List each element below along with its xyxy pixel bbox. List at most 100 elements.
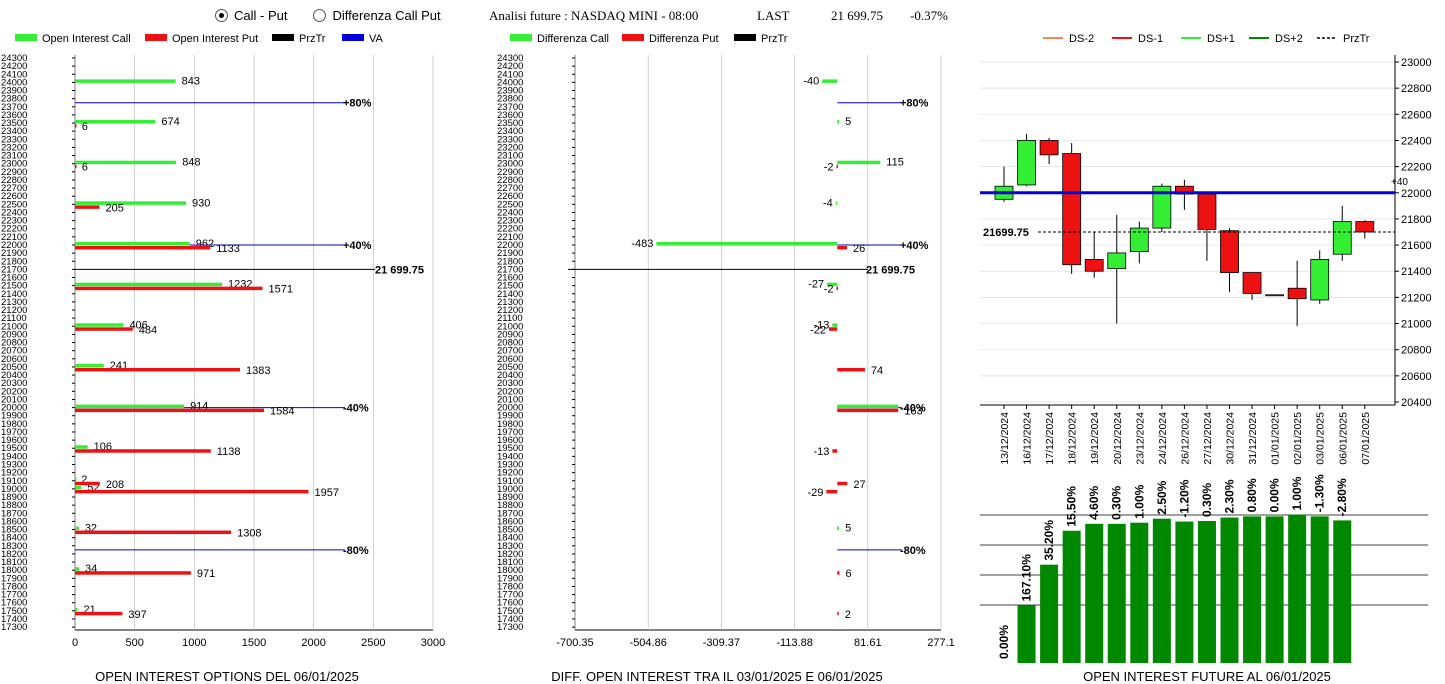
p4-bar (1107, 523, 1126, 663)
p4-bar-label: 4.60% (1087, 485, 1101, 519)
p1-x-tick: 500 (125, 637, 143, 649)
p1-y-tick: 18100 (1, 557, 27, 568)
p1-y-tick: 17700 (1, 590, 27, 601)
legend1-label-2: PrzTr (299, 33, 326, 45)
p4-bar-label: -1.30% (1313, 474, 1327, 512)
p2-y-tick: 23100 (497, 151, 523, 162)
p3-x-tick: 17/12/2024 (1044, 412, 1056, 465)
p4-bar (1017, 605, 1036, 663)
p4-bar-label: 2.30% (1223, 479, 1237, 513)
p1-y-tick: 23200 (1, 142, 27, 153)
p1-y-tick: 17400 (1, 614, 27, 625)
p1-put-bar (75, 571, 191, 575)
p1-put-label: 1138 (217, 446, 241, 458)
p2-call-label: -4 (823, 197, 833, 209)
p1-y-tick: 21600 (1, 273, 27, 284)
p2-put-bar (836, 164, 838, 169)
p2-y-tick: 20800 (497, 338, 523, 349)
p3-candle-body (1332, 221, 1352, 255)
p1-put-label: 397 (128, 609, 146, 621)
p1-y-tick: 22000 (1, 240, 27, 251)
legend1-swatch-1 (145, 34, 167, 41)
p1-y-tick: 18300 (1, 541, 27, 552)
p1-y-tick: 20000 (1, 403, 27, 414)
p4-bar-label: 0.00% (997, 625, 1011, 659)
p2-y-tick: 23900 (497, 86, 523, 97)
p3-last-price-label: 21699.75 (983, 227, 1029, 239)
p2-y-tick: 18800 (497, 500, 523, 511)
p1-y-tick: 18700 (1, 508, 27, 519)
p2-y-tick: 18900 (497, 492, 523, 503)
p1-x-tick: 1500 (242, 637, 266, 649)
radio-diff[interactable] (313, 9, 327, 22)
p2-x-tick: -504.86 (630, 637, 667, 649)
p2-y-tick: 23200 (497, 142, 523, 153)
p1-y-tick: 23000 (1, 159, 27, 170)
p3-x-tick: 13/12/2024 (999, 412, 1011, 465)
p2-y-tick: 18500 (497, 525, 523, 536)
p1-y-tick: 20100 (1, 394, 27, 405)
p4-bar (1333, 520, 1352, 663)
p2-y-tick: 22600 (497, 191, 523, 202)
p1-put-bar (75, 408, 265, 413)
p2-va-label: +40% (900, 240, 929, 252)
p4-bar-label: 0.30% (1110, 485, 1124, 519)
radio-call-put-label[interactable]: Call - Put (234, 8, 288, 23)
p1-y-tick: 17300 (1, 622, 27, 633)
p2-y-tick: 20700 (497, 346, 523, 357)
p4-bar-label: -2.80% (1335, 478, 1349, 516)
p1-call-bar (75, 241, 190, 246)
p2-call-bar (835, 201, 838, 205)
p4-bar (1265, 516, 1284, 663)
p2-y-tick: 21500 (497, 281, 523, 292)
p4-bar-label: 1.00% (1290, 476, 1304, 510)
p1-y-tick: 19400 (1, 451, 27, 462)
p2-y-tick: 19500 (497, 443, 523, 454)
p1-call-bar (75, 526, 79, 531)
p1-y-tick: 19500 (1, 443, 27, 454)
p2-y-tick: 20300 (497, 378, 523, 389)
radio-diff-label[interactable]: Differenza Call Put (332, 8, 441, 23)
p1-call-label: 930 (192, 197, 210, 209)
p2-y-tick: 22200 (497, 224, 523, 235)
p1-y-tick: 19100 (1, 476, 27, 487)
p4-bar-label: 1.00% (1132, 484, 1146, 518)
p4-bar-label: 35.20% (1042, 520, 1056, 561)
p3-x-tick: 06/01/2025 (1337, 412, 1349, 465)
p4-bar-label: 15.50% (1065, 486, 1079, 527)
p2-y-tick: 21100 (497, 313, 523, 324)
p2-x-tick: -700.35 (556, 637, 593, 649)
p1-y-tick: 19900 (1, 411, 27, 422)
p1-va-label: -40% (343, 403, 369, 415)
p1-y-tick: 19200 (1, 468, 27, 479)
p1-call-bar (75, 567, 80, 571)
p3-x-tick: 01/01/2025 (1270, 412, 1282, 465)
p2-y-tick: 21900 (497, 248, 523, 259)
p2-y-tick: 24200 (497, 61, 523, 72)
p1-put-bar (75, 286, 263, 291)
p2-y-tick: 17400 (497, 614, 523, 625)
p2-put-label: 26 (853, 243, 865, 255)
p2-x-tick: 81.61 (854, 637, 882, 649)
p2-y-tick: 18700 (497, 508, 523, 519)
p3-candle-body (1355, 221, 1375, 233)
p1-put-bar (75, 481, 100, 486)
p1-put-bar (75, 530, 232, 535)
p2-y-tick: 24300 (497, 53, 523, 64)
p3-va-label: +40 (1391, 177, 1408, 188)
radio-call-put[interactable] (215, 9, 228, 22)
p4-bar-label: 0.80% (1245, 478, 1259, 512)
p2-y-tick: 19100 (497, 476, 523, 487)
p1-y-tick: 23100 (1, 151, 27, 162)
p1-title: OPEN INTEREST OPTIONS DEL 06/01/2025 (95, 669, 359, 684)
p2-y-tick: 18200 (497, 549, 523, 560)
p2-y-tick: 19400 (497, 451, 523, 462)
p3-y-tick: 22400 (1401, 135, 1432, 147)
p1-put-label: 208 (106, 479, 124, 491)
p1-put-bar (75, 245, 211, 250)
p1-y-tick: 21400 (1, 289, 27, 300)
p1-put-label: 484 (139, 324, 157, 336)
p2-put-bar (836, 286, 838, 291)
